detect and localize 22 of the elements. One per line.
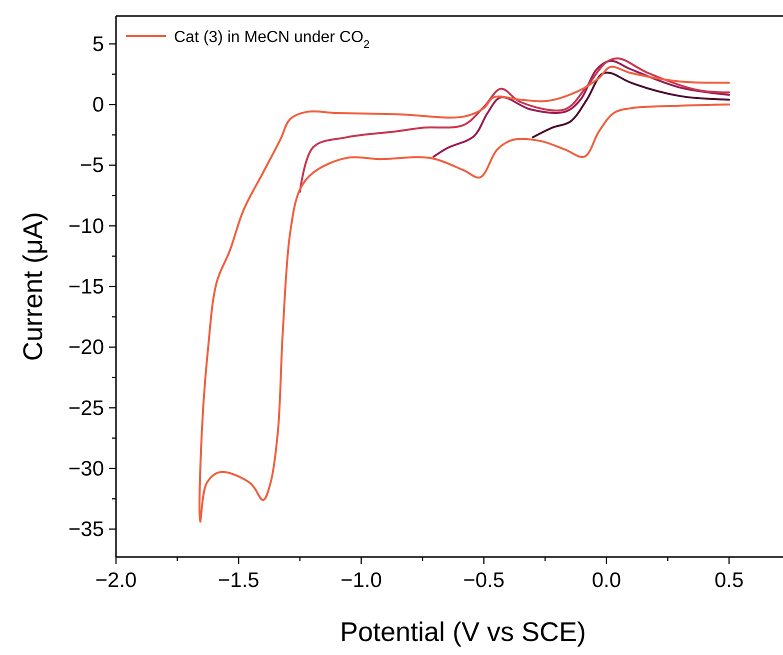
y-axis-title: Current (μA): [18, 212, 48, 362]
y-tick-label: −35: [68, 518, 104, 542]
x-tick-label: 0.5: [714, 569, 744, 592]
y-tick-label: −15: [68, 276, 104, 298]
x-tick-label: −2.0: [95, 569, 137, 592]
y-tick-label: −10: [68, 214, 104, 238]
y-tick-label: −25: [68, 396, 104, 420]
y-tick-label: −5: [80, 154, 104, 178]
x-tick-label: −1.5: [218, 569, 260, 592]
y-tick-label: −30: [68, 457, 104, 480]
x-tick-label: −0.5: [463, 569, 505, 592]
legend-label: Cat (3) in MeCN under CO$_{2}$: [174, 29, 370, 51]
line-series: [432, 60, 730, 158]
y-tick-label: −20: [68, 336, 104, 360]
line-series: [298, 57, 730, 193]
line-series: [532, 72, 730, 138]
x-tick-label: 0.0: [592, 569, 622, 592]
y-tick-label: 0: [92, 94, 104, 117]
x-axis-title: Potential (V vs SCE): [340, 617, 586, 647]
x-tick-label: −1.0: [340, 569, 382, 592]
line-series: [198, 66, 730, 523]
y-tick-label: 5: [92, 32, 104, 56]
